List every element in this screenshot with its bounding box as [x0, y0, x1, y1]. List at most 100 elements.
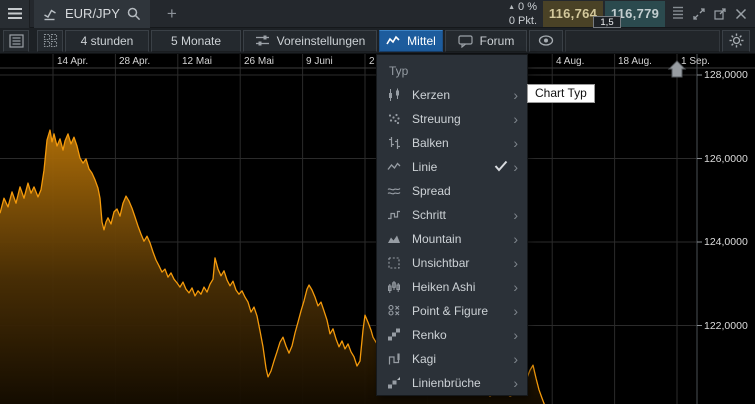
submenu-arrow-icon: › — [513, 279, 518, 295]
scatter-icon — [386, 111, 402, 127]
menu-item-label: Spread — [412, 184, 451, 198]
menu-item-linie[interactable]: Linie › — [377, 155, 527, 179]
heikin-ashi-icon — [386, 279, 402, 295]
x-axis-label: 4 Aug. — [556, 56, 585, 67]
chart-type-menu: Typ Kerzen › Streuung › Balken › Linie › Spread S… — [376, 54, 528, 396]
menu-item-label: Linie — [412, 160, 438, 174]
submenu-arrow-icon: › — [513, 135, 518, 151]
popout-icon — [713, 7, 726, 20]
line-chart-icon — [386, 35, 400, 44]
change-percent: 0 % — [518, 0, 537, 13]
menu-item-label: Kerzen — [412, 88, 451, 102]
menu-item-label: Mountain — [412, 232, 462, 246]
display-button[interactable]: Mittel — [379, 29, 443, 52]
x-axis-label: 14 Apr. — [57, 56, 89, 67]
menu-item-unsichtbar[interactable]: Unsichtbar › — [377, 251, 527, 275]
submenu-arrow-icon: › — [513, 87, 518, 103]
menu-header: Typ — [389, 64, 409, 78]
menu-item-kagi[interactable]: Kagi › — [377, 347, 527, 371]
submenu-arrow-icon: › — [513, 111, 518, 127]
close-icon — [735, 8, 746, 19]
spread-badge: 1,5 — [593, 16, 621, 28]
close-button[interactable] — [730, 0, 751, 28]
forum-label: Forum — [479, 33, 515, 48]
drag-grip-icon[interactable] — [673, 6, 683, 21]
presets-label: Voreinstellungen — [276, 33, 366, 48]
display-label: Mittel — [407, 33, 436, 48]
sliders-icon — [255, 35, 269, 46]
x-axis-label: 18 Aug. — [618, 56, 652, 67]
menu-item-mountain[interactable]: Mountain › — [377, 227, 527, 251]
popout-button[interactable] — [709, 0, 730, 28]
y-axis-label: 124,0000 — [704, 236, 748, 248]
timeline-marker-icon[interactable] — [666, 58, 688, 80]
step-icon — [386, 207, 402, 223]
visibility-button[interactable] — [529, 29, 563, 52]
invisible-icon — [386, 255, 402, 271]
range-button[interactable]: 5 Monate — [151, 29, 241, 52]
period-label: 4 stunden — [80, 33, 134, 48]
y-axis-label: 122,0000 — [704, 319, 748, 332]
menu-item-label: Kagi — [412, 352, 437, 366]
chart-toolbar: 4 stunden 5 Monate Voreinstellungen Mitt… — [0, 28, 755, 54]
presets-button[interactable]: Voreinstellungen — [243, 29, 377, 52]
change-points: 0 Pkt. — [508, 14, 537, 27]
kagi-icon — [386, 351, 402, 367]
menu-item-kerzen[interactable]: Kerzen › — [377, 83, 527, 107]
speech-bubble-icon — [458, 34, 473, 48]
chart-titlebar: EUR/JPY + ▲ 0 % 0 Pkt. 116,764 116,779 1,… — [0, 0, 755, 28]
menu-item-label: Unsichtbar — [412, 256, 470, 270]
menu-item-label: Schritt — [412, 208, 447, 222]
eye-icon — [538, 35, 554, 46]
x-axis-label: 1 Sep. — [681, 56, 710, 67]
new-tab-button[interactable]: + — [166, 3, 177, 23]
hamburger-icon — [7, 8, 22, 19]
menu-item-point-figure[interactable]: Point & Figure › — [377, 299, 527, 323]
check-icon — [494, 160, 508, 175]
spread-icon — [386, 183, 402, 199]
gear-icon — [729, 33, 743, 48]
price-series-fill — [0, 130, 545, 404]
layout-grid-button[interactable] — [37, 29, 63, 52]
toolbar-empty-area — [565, 29, 720, 52]
menu-item-spread[interactable]: Spread — [377, 179, 527, 203]
submenu-arrow-icon: › — [513, 159, 518, 175]
price-chart-canvas[interactable] — [0, 54, 755, 404]
menu-item-renko[interactable]: Renko › — [377, 323, 527, 347]
settings-button[interactable] — [722, 29, 750, 52]
price-series-line — [0, 129, 545, 404]
list-icon — [8, 33, 24, 48]
submenu-arrow-icon: › — [513, 303, 518, 319]
x-axis-label: 26 Mai — [244, 56, 275, 67]
symbol-label: EUR/JPY — [65, 6, 120, 21]
list-view-button[interactable] — [3, 29, 29, 52]
menu-item-balken[interactable]: Balken › — [377, 131, 527, 155]
forum-button[interactable]: Forum — [445, 29, 527, 52]
ask-price-button[interactable]: 116,779 — [605, 0, 665, 27]
line-icon — [386, 159, 402, 175]
mountain-icon — [386, 231, 402, 247]
range-label: 5 Monate — [170, 33, 222, 48]
candles-icon — [386, 87, 402, 103]
menu-item-streuung[interactable]: Streuung › — [377, 107, 527, 131]
bid-price-button[interactable]: 116,764 — [543, 0, 603, 27]
maximize-button[interactable] — [688, 0, 709, 28]
symbol-tab[interactable]: EUR/JPY — [34, 0, 150, 28]
x-axis-label: 12 Mai — [182, 56, 213, 67]
submenu-arrow-icon: › — [513, 327, 518, 343]
submenu-arrow-icon: › — [513, 231, 518, 247]
change-indicator: ▲ 0 % 0 Pkt. — [508, 1, 537, 27]
x-axis-label: 2 — [369, 56, 375, 67]
menu-item-heiken-ashi[interactable]: Heiken Ashi › — [377, 275, 527, 299]
maximize-icon — [692, 7, 705, 20]
menu-item-schritt[interactable]: Schritt › — [377, 203, 527, 227]
period-button[interactable]: 4 stunden — [65, 29, 149, 52]
y-axis-label: 126,0000 — [704, 152, 748, 165]
tooltip: Chart Typ — [527, 84, 595, 103]
submenu-arrow-icon: › — [513, 255, 518, 271]
menu-item-linienbr-che[interactable]: Linienbrüche › — [377, 371, 527, 395]
y-axis-label: 128,0000 — [704, 69, 748, 81]
search-icon[interactable] — [127, 7, 141, 21]
grid-icon — [43, 33, 57, 48]
main-menu-button[interactable] — [0, 0, 30, 28]
